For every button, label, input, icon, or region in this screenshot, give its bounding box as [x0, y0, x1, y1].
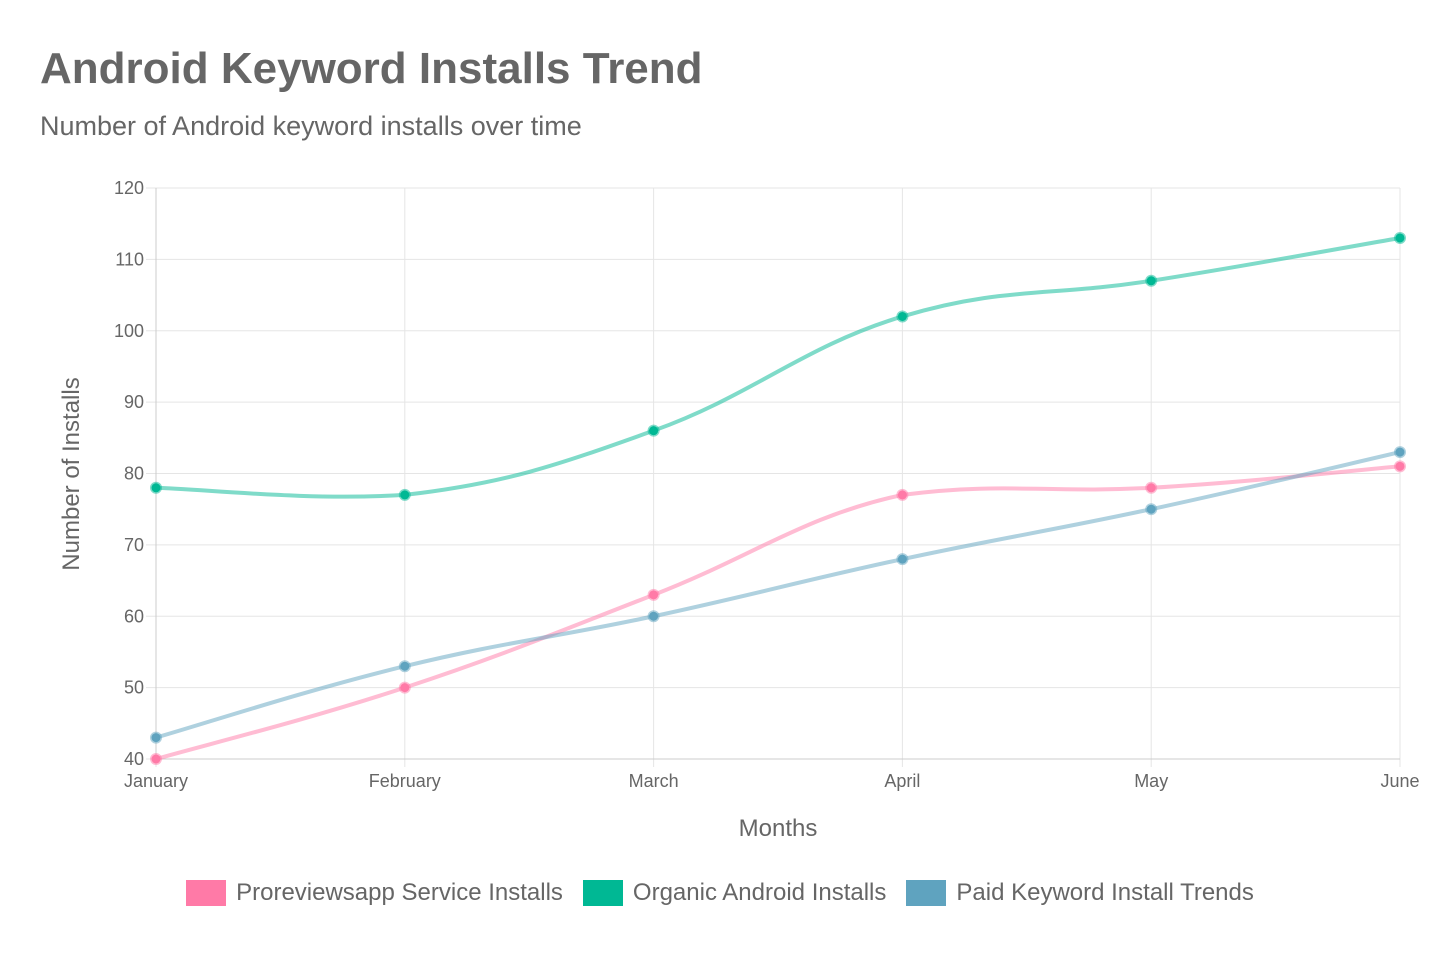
y-tick-label: 120 [114, 178, 144, 198]
series-lines [150, 231, 1406, 765]
data-point[interactable] [1394, 460, 1406, 473]
y-tick-label: 50 [124, 678, 144, 698]
series-line [155, 235, 1401, 499]
chart-subtitle: Number of Android keyword installs over … [40, 111, 582, 141]
data-point[interactable] [398, 681, 411, 694]
x-tick-label: January [124, 771, 188, 791]
data-point[interactable] [647, 610, 660, 623]
x-tick-label: February [369, 771, 441, 791]
data-point[interactable] [896, 553, 909, 566]
x-tick-label: March [629, 771, 679, 791]
data-point[interactable] [1394, 446, 1406, 459]
series-3 [150, 446, 1406, 744]
data-point[interactable] [1145, 274, 1158, 287]
legend-label: Organic Android Installs [632, 879, 887, 906]
data-point[interactable] [1394, 231, 1406, 244]
y-tick-labels: 40 50 60 70 80 90 100 110 120 [114, 178, 144, 769]
series-1 [150, 460, 1406, 765]
series-line [155, 464, 1401, 761]
legend-item[interactable]: Organic Android Installs [582, 879, 887, 907]
data-point[interactable] [150, 481, 162, 494]
legend-item[interactable]: Paid Keyword Install Trends [906, 879, 1254, 907]
y-axis-title: Number of Installs [58, 377, 85, 570]
data-point[interactable] [647, 424, 660, 437]
axes [155, 188, 1400, 760]
x-tick-label: June [1380, 771, 1419, 791]
x-axis-title: Months [739, 815, 818, 842]
y-tick-label: 70 [124, 535, 144, 555]
data-point[interactable] [896, 310, 909, 323]
series-line [155, 450, 1401, 740]
data-point[interactable] [150, 753, 162, 765]
y-tick-label: 110 [115, 249, 144, 269]
legend-swatch [906, 880, 947, 906]
x-tick-label: May [1134, 771, 1168, 791]
y-tick-label: 40 [124, 749, 144, 769]
data-point[interactable] [1145, 503, 1158, 516]
legend: Proreviewsapp Service Installs Organic An… [0, 879, 1440, 907]
y-tick-label: 90 [124, 392, 144, 412]
y-tick-label: 60 [124, 606, 144, 626]
legend-swatch [186, 880, 227, 906]
legend-label: Paid Keyword Install Trends [956, 879, 1254, 906]
data-point[interactable] [398, 488, 411, 501]
y-tick-label: 100 [114, 321, 144, 341]
data-point[interactable] [647, 588, 660, 601]
legend-label: Proreviewsapp Service Installs [236, 879, 563, 906]
legend-swatch [582, 880, 623, 906]
data-point[interactable] [1145, 481, 1158, 494]
data-point[interactable] [150, 731, 162, 744]
legend-item[interactable]: Proreviewsapp Service Installs [186, 879, 563, 907]
x-tick-labels: January February March April May June [124, 771, 1420, 791]
series-2 [150, 231, 1406, 501]
x-tick-label: April [884, 771, 920, 791]
chart-title: Android Keyword Installs Trend [40, 44, 703, 93]
data-point[interactable] [398, 660, 411, 673]
y-tick-label: 80 [124, 464, 144, 484]
data-point[interactable] [896, 488, 909, 501]
grid-lines [146, 187, 1401, 767]
